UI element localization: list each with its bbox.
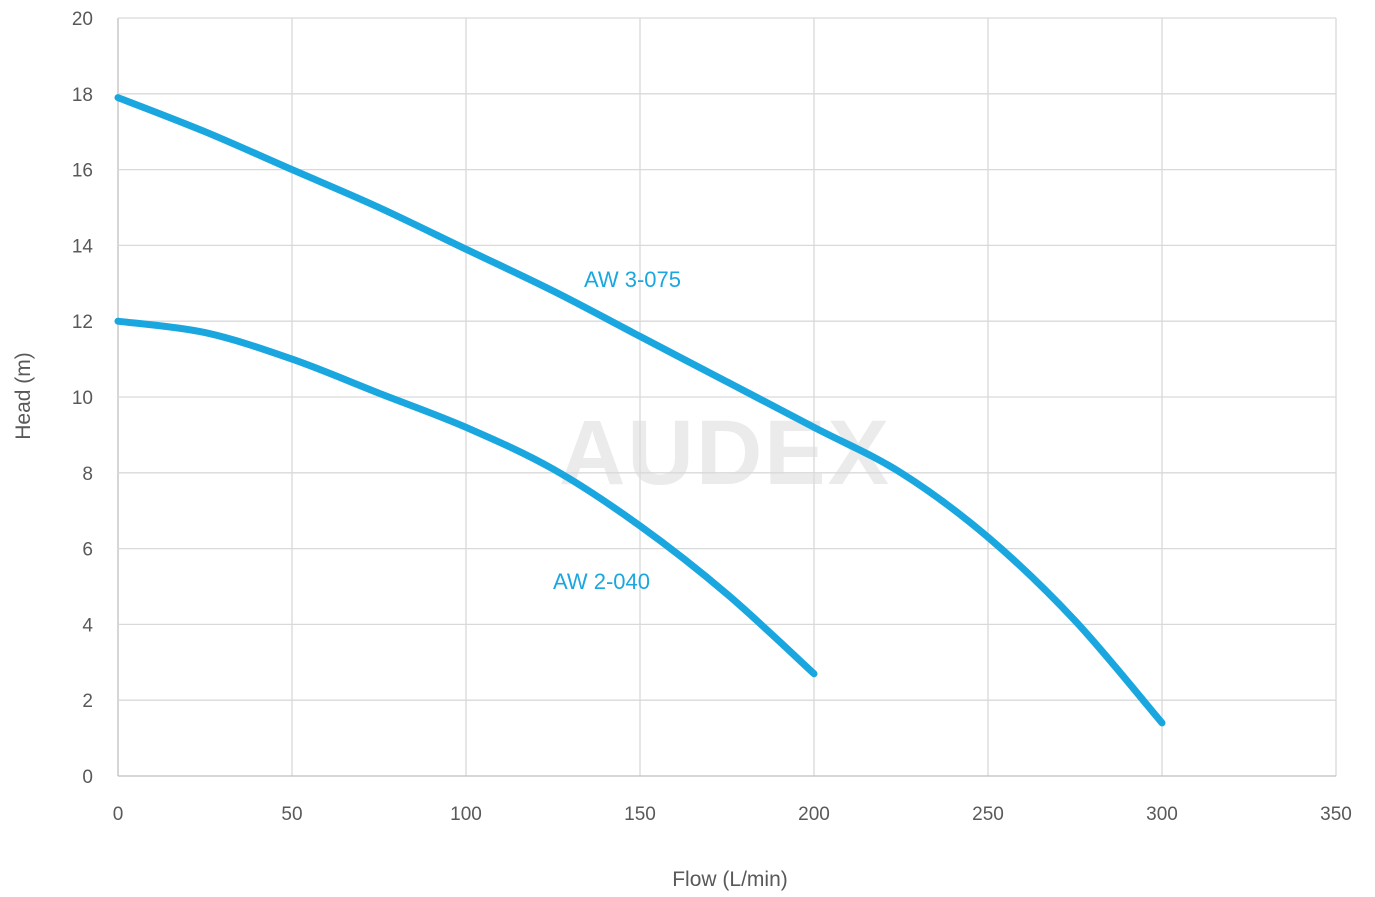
x-tick-label: 50 <box>281 804 302 825</box>
series-line-aw-3-075 <box>114 94 1166 727</box>
x-axis-ticks: 0 50 100 150 200 250 300 350 <box>113 804 1352 825</box>
series-label-aw-3-075: AW 3-075 <box>584 267 681 292</box>
x-axis-title: Flow (L/min) <box>672 868 788 891</box>
y-tick-label: 12 <box>72 312 93 333</box>
y-axis-title: Head (m) <box>12 352 35 440</box>
y-tick-label: 20 <box>72 9 93 30</box>
x-tick-label: 200 <box>798 804 830 825</box>
x-tick-label: 0 <box>113 804 124 825</box>
y-tick-label: 16 <box>72 161 93 182</box>
x-tick-label: 150 <box>624 804 656 825</box>
x-tick-label: 300 <box>1146 804 1178 825</box>
y-tick-label: 14 <box>72 236 94 257</box>
y-tick-label: 18 <box>72 85 93 106</box>
x-tick-label: 350 <box>1320 804 1352 825</box>
y-tick-label: 6 <box>82 540 93 561</box>
y-tick-label: 8 <box>82 464 93 485</box>
y-tick-label: 2 <box>82 691 93 712</box>
series-group <box>114 94 1166 727</box>
grid <box>117 17 1337 777</box>
series-line-aw-2-040 <box>114 317 818 678</box>
series-label-aw-2-040: AW 2-040 <box>553 569 650 594</box>
y-tick-label: 4 <box>82 615 93 636</box>
y-tick-label: 10 <box>72 388 93 409</box>
x-tick-label: 250 <box>972 804 1004 825</box>
watermark-logo: AUDEX <box>559 402 891 504</box>
y-axis-ticks: 0 2 4 6 8 10 12 14 16 18 20 <box>72 9 94 788</box>
y-tick-label: 0 <box>82 767 93 788</box>
x-tick-label: 100 <box>450 804 482 825</box>
